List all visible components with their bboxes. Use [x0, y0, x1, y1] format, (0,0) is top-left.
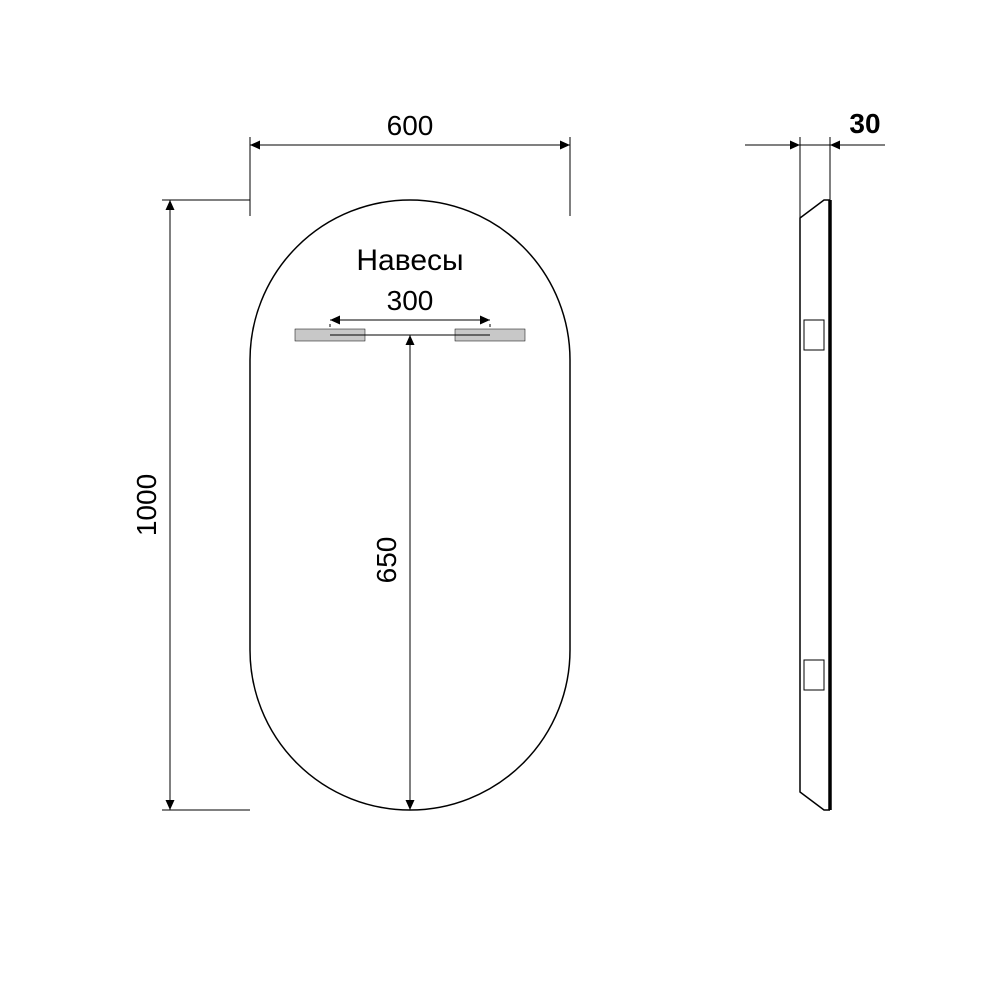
dim-height: 1000	[131, 474, 162, 536]
dim-hanger-spacing: 300	[387, 285, 434, 316]
dim-width: 600	[387, 110, 434, 141]
dim-hanger-drop: 650	[371, 537, 402, 584]
side-rail-bottom	[804, 660, 824, 690]
mirror-side-profile	[800, 200, 830, 810]
side-rail-top	[804, 320, 824, 350]
dim-depth: 30	[849, 108, 880, 139]
hangers-label: Навесы	[356, 244, 463, 277]
